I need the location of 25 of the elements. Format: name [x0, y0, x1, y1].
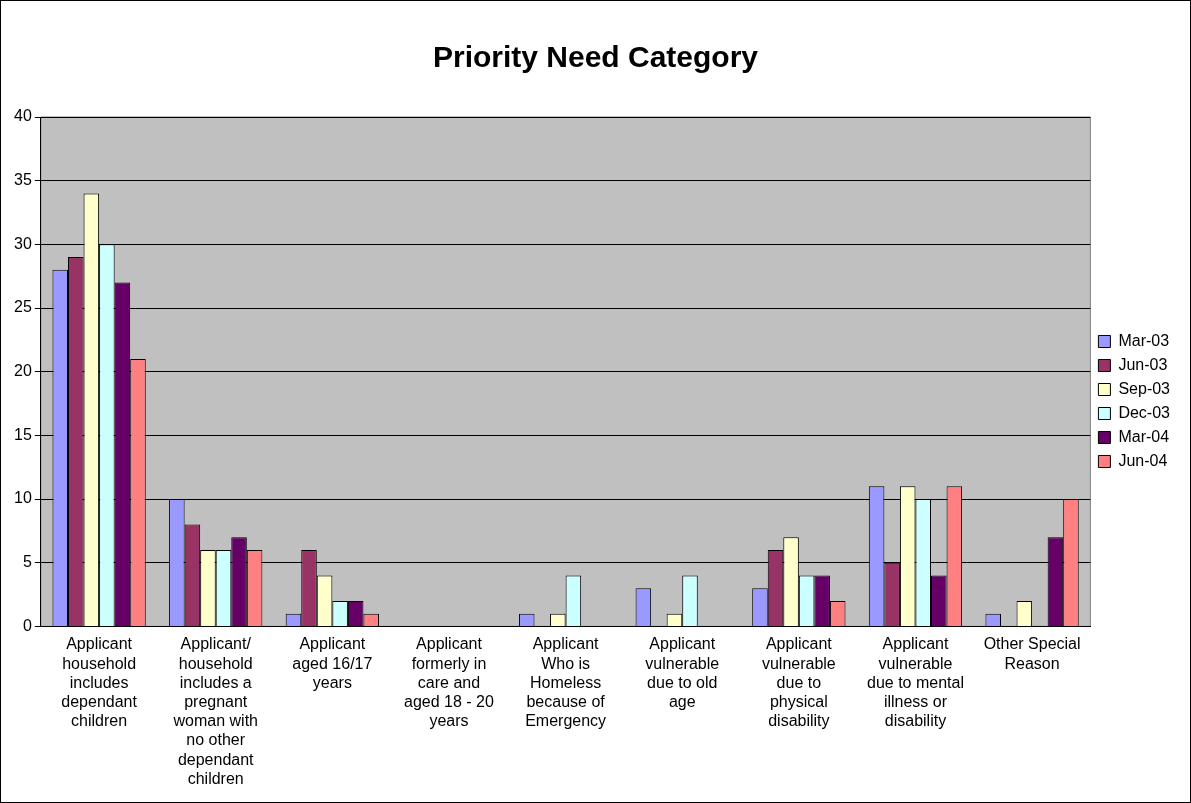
y-tick-label: 20 [14, 362, 32, 380]
y-tick-label: 40 [14, 107, 32, 125]
legend-label: Sep-03 [1118, 379, 1171, 397]
legend-label: Mar-04 [1118, 427, 1170, 445]
x-tick-label: Other Special Reason [983, 635, 1081, 672]
legend-label: Mar-03 [1118, 331, 1170, 349]
y-tick-label: 0 [22, 616, 32, 634]
x-tick-label: Applicant Who is Homeless because of Emergency [525, 635, 607, 730]
y-tick-label: 5 [22, 553, 32, 571]
x-tick-label: Applicant vulnerable due to mental illness or disability [866, 635, 964, 730]
legend-label: Jun-04 [1118, 451, 1168, 469]
x-tick-label: Applicant aged 16/17 years [292, 635, 373, 691]
legend-label: Dec-03 [1118, 403, 1171, 421]
x-tick-label: Applicant formerly in care and aged 18 - 20 years [404, 635, 494, 730]
y-tick-label: 25 [14, 298, 32, 316]
x-tick-label: Applicant/ household includes a pregnant woman with no other dependant children [172, 635, 258, 787]
chart-title: Priority Need Category [432, 40, 759, 74]
legend-label: Jun-03 [1118, 355, 1168, 373]
y-tick-label: 35 [14, 171, 32, 189]
y-tick-label: 15 [14, 425, 32, 443]
y-tick-label: 10 [14, 489, 32, 507]
x-tick-label: Applicant vulnerable due to old age [645, 635, 720, 711]
x-tick-label: Applicant household includes dependant children [61, 635, 138, 730]
x-tick-label: Applicant vulnerable due to physical disability [761, 635, 836, 730]
y-tick-label: 30 [14, 234, 32, 252]
